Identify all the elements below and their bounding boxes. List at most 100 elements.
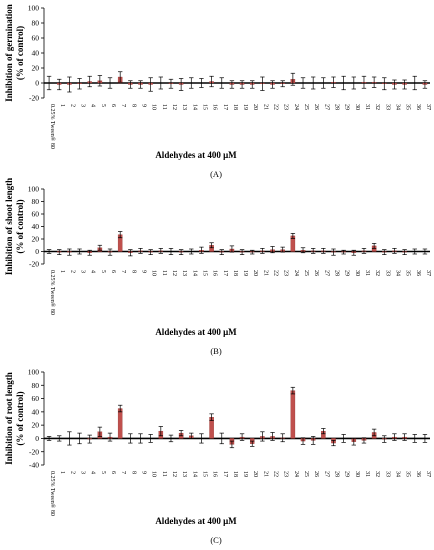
x-tick-label: 1 (59, 104, 65, 107)
x-tick-label: 5 (100, 104, 106, 107)
x-tick-label: 8 (130, 471, 136, 474)
x-tick-label: 30 (354, 471, 360, 477)
x-tick-label: 23 (283, 104, 289, 110)
x-tick-label: 34 (394, 471, 400, 477)
bar (290, 390, 296, 439)
y-tick-label: -20 (29, 94, 39, 103)
x-tick-label: 3 (80, 471, 86, 474)
y-tick-label: 80 (32, 19, 40, 28)
x-tick-label: 24 (293, 471, 299, 477)
x-tick-label: 37 (425, 270, 431, 276)
x-tick-label: 12 (171, 471, 177, 477)
x-tick-label: 11 (161, 104, 167, 110)
x-tick-label: 20 (252, 270, 258, 276)
x-tick-label: 22 (273, 471, 279, 477)
y-tick-label: -20 (29, 447, 39, 456)
x-tick-label: 21 (262, 471, 268, 477)
x-tick-label: 17 (222, 270, 228, 276)
x-tick-label: 20 (252, 471, 258, 477)
y-axis-title: Inhibition of root length (4, 372, 14, 465)
y-tick-label: 100 (28, 368, 40, 377)
x-tick-label: 33 (384, 471, 390, 477)
y-tick-label: 0 (35, 247, 39, 256)
x-tick-label: 28 (334, 270, 340, 276)
x-tick-label: 10 (151, 471, 157, 477)
x-tick-label: 16 (212, 471, 218, 477)
y-tick-label: 40 (32, 222, 40, 231)
x-tick-label: 28 (334, 471, 340, 477)
x-axis-title: Aldehydes at 400 μM (155, 327, 237, 337)
y-tick-label: 100 (28, 4, 40, 13)
y-tick-label: 20 (32, 421, 40, 430)
x-tick-label: 35 (405, 471, 411, 477)
x-tick-label: 18 (232, 471, 238, 477)
x-tick-label: 7 (120, 104, 126, 107)
x-tick-label: 4 (90, 270, 96, 273)
x-tick-label: 25 (303, 270, 309, 276)
y-axis-title: Inhibition of germination (4, 4, 14, 102)
x-tick-label: 9 (141, 471, 147, 474)
x-tick-label: 31 (364, 471, 370, 477)
x-tick-label: 1 (59, 270, 65, 273)
panel-label: (C) (210, 535, 222, 545)
x-tick-label: 3 (80, 104, 86, 107)
panel-label: (A) (210, 169, 222, 179)
x-tick-label: 9 (141, 104, 147, 107)
x-axis-title: Aldehydes at 400 μM (155, 150, 237, 160)
y-axis-title: Inhibition of shoot length (4, 178, 14, 275)
x-tick-label: 28 (334, 104, 340, 110)
x-tick-label: 18 (232, 270, 238, 276)
y-tick-label: 40 (32, 407, 40, 416)
x-tick-label: 13 (181, 471, 187, 477)
x-tick-label: 10 (151, 270, 157, 276)
x-tick-label: 11 (161, 270, 167, 276)
x-tick-label: 26 (313, 270, 319, 276)
x-tick-label: 22 (273, 270, 279, 276)
x-tick-label: 23 (283, 471, 289, 477)
x-tick-label: 26 (313, 471, 319, 477)
x-tick-label: 19 (242, 471, 248, 477)
x-tick-label: 30 (354, 270, 360, 276)
x-tick-label: 0.25% Tween® 80 (49, 471, 56, 516)
x-tick-label: 0.25% Tween® 80 (49, 270, 56, 315)
x-tick-label: 37 (425, 471, 431, 477)
x-tick-label: 6 (110, 471, 116, 474)
y-tick-label: 80 (32, 381, 40, 390)
x-tick-label: 32 (374, 104, 380, 110)
x-tick-label: 15 (201, 104, 207, 110)
x-tick-label: 10 (151, 104, 157, 110)
x-tick-label: 37 (425, 104, 431, 110)
x-tick-label: 25 (303, 104, 309, 110)
y-tick-label: 100 (28, 185, 40, 194)
y-tick-label: 60 (32, 210, 40, 219)
x-tick-label: 31 (364, 270, 370, 276)
y-tick-label: 60 (32, 34, 40, 43)
x-tick-label: 4 (90, 104, 96, 107)
x-tick-label: 20 (252, 104, 258, 110)
y-tick-label: 40 (32, 49, 40, 58)
x-tick-label: 8 (130, 270, 136, 273)
x-tick-label: 6 (110, 270, 116, 273)
x-tick-label: 32 (374, 471, 380, 477)
x-tick-label: 33 (384, 104, 390, 110)
x-tick-label: 16 (212, 270, 218, 276)
x-tick-label: 2 (69, 104, 75, 107)
x-tick-label: 29 (344, 104, 350, 110)
x-tick-label: 2 (69, 471, 75, 474)
x-tick-label: 27 (323, 270, 329, 276)
x-tick-label: 17 (222, 471, 228, 477)
x-tick-label: 8 (130, 104, 136, 107)
y-tick-label: 80 (32, 197, 40, 206)
x-tick-label: 7 (120, 270, 126, 273)
x-tick-label: 29 (344, 471, 350, 477)
x-tick-label: 25 (303, 471, 309, 477)
x-tick-label: 14 (191, 471, 197, 477)
x-tick-label: 33 (384, 270, 390, 276)
x-tick-label: 14 (191, 104, 197, 110)
x-tick-label: 34 (394, 104, 400, 110)
x-tick-label: 7 (120, 471, 126, 474)
x-tick-label: 27 (323, 104, 329, 110)
